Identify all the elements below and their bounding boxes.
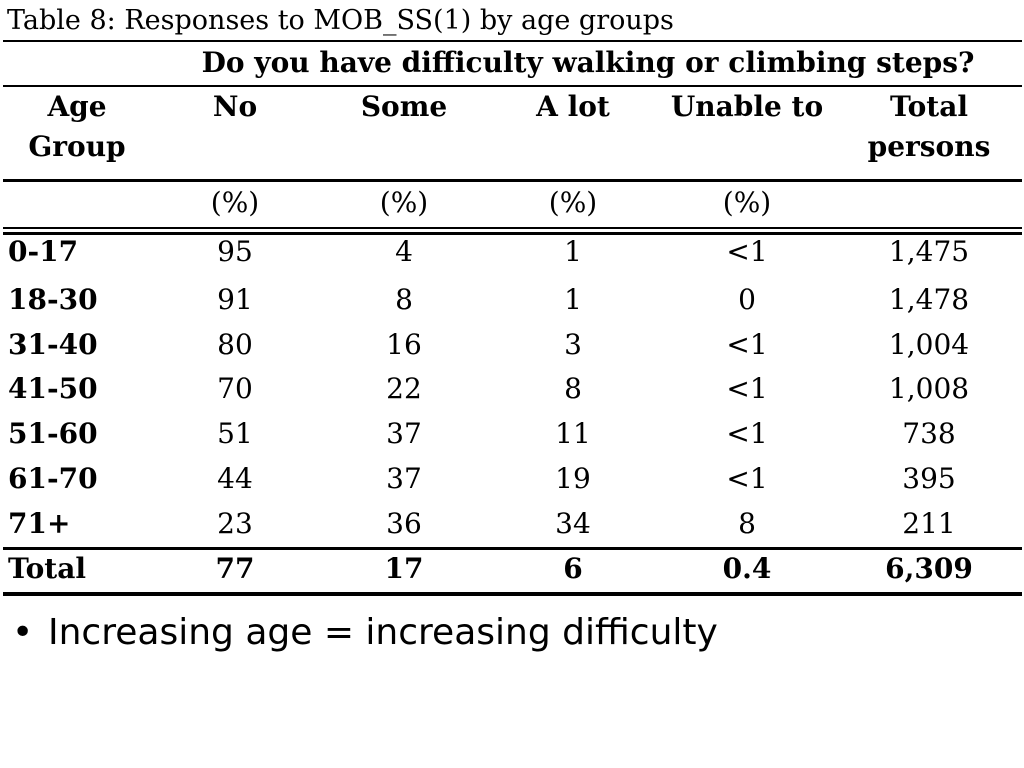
question-header: Do you have difficulty walking or climbi… bbox=[201, 46, 975, 79]
unit-no: (%) bbox=[210, 186, 260, 219]
row-some: 37 bbox=[386, 417, 422, 450]
row-total-persons: 1,475 bbox=[888, 235, 970, 268]
row-a-lot: 8 bbox=[564, 372, 582, 405]
row-no: 70 bbox=[217, 372, 253, 405]
row-age-group: 31-40 bbox=[8, 328, 98, 361]
table-caption: Table 8: Responses to MOB_SS(1) by age g… bbox=[7, 5, 674, 36]
totals-some: 17 bbox=[384, 552, 424, 585]
header-no: No bbox=[212, 90, 258, 123]
row-some: 8 bbox=[395, 283, 413, 316]
row-some: 22 bbox=[386, 372, 422, 405]
totals-total-persons: 6,309 bbox=[885, 552, 973, 585]
top-rule bbox=[3, 40, 1022, 42]
row-total-persons: 1,008 bbox=[888, 372, 970, 405]
row-total-persons: 211 bbox=[902, 507, 956, 540]
row-unable-to: <1 bbox=[726, 462, 768, 495]
unit-some: (%) bbox=[379, 186, 429, 219]
totals-rule bbox=[3, 547, 1022, 550]
header-some: Some bbox=[360, 90, 448, 123]
row-unable-to: <1 bbox=[726, 235, 768, 268]
row-no: 95 bbox=[217, 235, 253, 268]
row-age-group: 41-50 bbox=[8, 372, 98, 405]
row-some: 37 bbox=[386, 462, 422, 495]
row-age-group: 61-70 bbox=[8, 462, 98, 495]
row-unable-to: <1 bbox=[726, 417, 768, 450]
totals-a-lot: 6 bbox=[563, 552, 583, 585]
row-a-lot: 34 bbox=[555, 507, 591, 540]
row-unable-to: 0 bbox=[738, 283, 756, 316]
row-a-lot: 1 bbox=[564, 283, 582, 316]
row-some: 4 bbox=[395, 235, 413, 268]
row-total-persons: 395 bbox=[902, 462, 956, 495]
header-age-group-line1: Age bbox=[47, 90, 107, 123]
row-age-group: 71+ bbox=[8, 507, 71, 540]
row-unable-to: <1 bbox=[726, 328, 768, 361]
totals-no: 77 bbox=[215, 552, 255, 585]
row-no: 44 bbox=[217, 462, 253, 495]
header-a-lot: A lot bbox=[536, 90, 610, 123]
units-rule-bottom bbox=[3, 232, 1022, 235]
header-unable-to: Unable to bbox=[670, 90, 824, 123]
header-age-group-line2: Group bbox=[28, 130, 126, 163]
row-age-group: 0-17 bbox=[8, 235, 79, 268]
question-rule bbox=[3, 85, 1022, 87]
row-no: 80 bbox=[217, 328, 253, 361]
row-total-persons: 1,478 bbox=[888, 283, 970, 316]
row-unable-to: 8 bbox=[738, 507, 756, 540]
header-rule bbox=[3, 179, 1022, 182]
bottom-rule bbox=[3, 592, 1022, 596]
row-a-lot: 3 bbox=[564, 328, 582, 361]
row-no: 51 bbox=[217, 417, 253, 450]
header-total-line2: persons bbox=[867, 130, 991, 163]
units-rule-top bbox=[3, 227, 1022, 229]
row-no: 23 bbox=[217, 507, 253, 540]
row-a-lot: 11 bbox=[555, 417, 591, 450]
row-a-lot: 1 bbox=[564, 235, 582, 268]
bullet-point: • Increasing age = increasing difficulty bbox=[12, 608, 718, 658]
bullet-dot-icon: • bbox=[12, 612, 34, 653]
row-a-lot: 19 bbox=[555, 462, 591, 495]
row-some: 16 bbox=[386, 328, 422, 361]
row-total-persons: 738 bbox=[902, 417, 956, 450]
unit-unable-to: (%) bbox=[722, 186, 772, 219]
row-unable-to: <1 bbox=[726, 372, 768, 405]
row-no: 91 bbox=[217, 283, 253, 316]
row-some: 36 bbox=[386, 507, 422, 540]
bullet-text: Increasing age = increasing difficulty bbox=[48, 612, 718, 653]
header-total-line1: Total bbox=[889, 90, 969, 123]
totals-unable-to: 0.4 bbox=[722, 552, 772, 585]
row-age-group: 18-30 bbox=[8, 283, 98, 316]
unit-a-lot: (%) bbox=[548, 186, 598, 219]
row-total-persons: 1,004 bbox=[888, 328, 970, 361]
totals-label: Total bbox=[8, 552, 87, 585]
row-age-group: 51-60 bbox=[8, 417, 98, 450]
